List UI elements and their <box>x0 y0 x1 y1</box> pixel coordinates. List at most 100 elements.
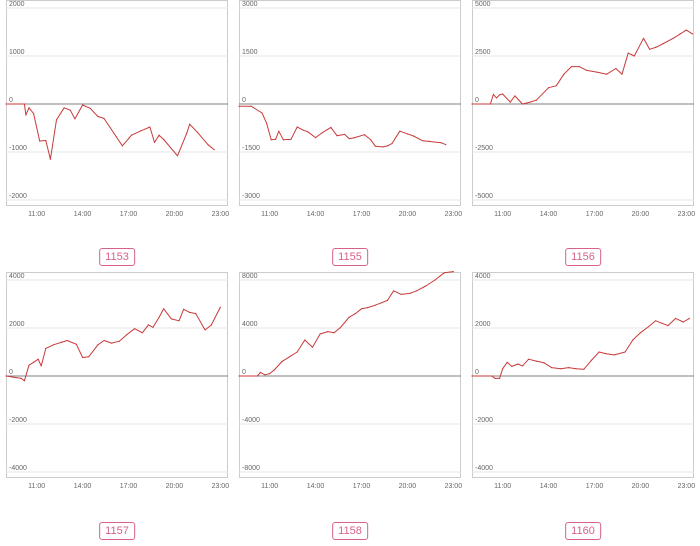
chart-frame <box>239 0 461 206</box>
y-tick-label: -2000 <box>475 417 493 424</box>
data-point <box>183 308 185 310</box>
data-point <box>502 93 504 95</box>
y-tick-label: 2500 <box>475 49 491 56</box>
chart-label-badge: 1158 <box>332 522 368 540</box>
chart-label-badge: 1157 <box>99 522 135 540</box>
data-point <box>238 375 240 377</box>
data-point <box>590 359 592 361</box>
data-point <box>45 139 47 142</box>
data-point <box>336 135 338 137</box>
data-point <box>339 327 341 329</box>
data-point <box>147 324 149 326</box>
data-point <box>82 104 84 106</box>
data-point <box>529 101 531 103</box>
data-point <box>28 364 30 366</box>
data-point <box>296 126 298 128</box>
x-tick-label: 17:00 <box>353 211 371 218</box>
data-point <box>506 361 508 363</box>
data-point <box>75 343 77 345</box>
y-tick-label: 1000 <box>9 49 25 56</box>
x-tick-label: 14:00 <box>74 211 92 218</box>
data-point <box>97 115 99 118</box>
data-point <box>5 375 7 377</box>
data-point <box>642 37 645 39</box>
data-point <box>596 71 599 73</box>
data-point <box>28 107 30 109</box>
data-point <box>140 130 142 132</box>
data-point <box>489 103 491 105</box>
chart-panel-1158: 8000 4000 0 -4000 -8000 11:00 14:00 17:00 20:00 2… <box>238 271 462 498</box>
x-tick-label: 14:00 <box>307 483 325 490</box>
chart-panel-1160: 4000 2000 0 -2000 -4000 11:00 14:00 17:00 20:00 2… <box>471 272 695 498</box>
series-line <box>6 103 215 160</box>
data-point <box>406 133 408 135</box>
data-point <box>20 377 22 379</box>
y-tick-label: -5000 <box>475 193 493 200</box>
data-point <box>624 351 626 353</box>
data-point <box>514 95 516 97</box>
chart-label-badge: 1160 <box>565 522 601 540</box>
data-point <box>563 73 565 75</box>
data-point <box>440 142 442 144</box>
data-point <box>176 155 179 157</box>
chart-frame <box>239 272 461 478</box>
data-point <box>661 322 663 324</box>
x-tick-label: 23:00 <box>445 211 463 218</box>
data-point <box>37 358 39 360</box>
data-point <box>319 333 321 335</box>
data-point <box>163 138 165 141</box>
line-chart: 2000 1000 0 -1000 -2000 11:00 14:00 17:00 20:00 2… <box>5 0 229 218</box>
x-tick-label: 20:00 <box>166 211 184 218</box>
data-point <box>261 112 263 114</box>
data-point <box>270 139 272 141</box>
x-tick-label: 14:00 <box>74 483 92 490</box>
data-point <box>649 48 651 50</box>
data-point <box>158 134 160 136</box>
data-point <box>655 320 657 322</box>
x-tick-label: 17:00 <box>586 211 604 218</box>
chart-panel-1157: 4000 2000 0 -2000 -4000 11:00 14:00 17:00 20:00 2… <box>5 272 230 498</box>
data-point <box>97 344 99 346</box>
data-point <box>149 126 151 128</box>
data-point <box>655 46 657 49</box>
data-point <box>613 354 615 356</box>
data-point <box>491 375 493 377</box>
y-tick-label: 8000 <box>242 273 258 280</box>
y-tick-label: 0 <box>475 97 479 104</box>
y-tick-label: -1000 <box>9 145 27 152</box>
data-point <box>521 103 524 105</box>
data-point <box>74 118 76 120</box>
data-point <box>189 123 191 125</box>
data-point <box>207 144 209 146</box>
chart-frame <box>6 0 228 206</box>
y-tick-label: 4000 <box>9 273 25 280</box>
data-point <box>511 365 513 367</box>
data-point <box>315 137 317 139</box>
data-point <box>682 321 684 323</box>
x-tick-label: 17:00 <box>120 211 138 218</box>
data-point <box>560 368 562 370</box>
y-tick-label: 2000 <box>9 1 25 8</box>
data-point <box>386 299 389 301</box>
data-point <box>141 332 143 334</box>
data-point <box>691 33 694 35</box>
data-point <box>134 328 136 330</box>
chart-frame <box>472 272 694 478</box>
data-point <box>302 129 304 131</box>
data-point <box>399 130 401 132</box>
data-point <box>344 133 346 135</box>
x-tick-label: 20:00 <box>399 483 417 490</box>
data-point <box>543 362 545 364</box>
data-point <box>575 368 577 370</box>
data-point <box>586 69 588 71</box>
data-point <box>374 145 376 147</box>
data-point <box>321 132 323 134</box>
data-point <box>551 367 553 369</box>
line-chart: 3000 1500 0 -1500 -3000 11:00 14:00 17:00 20:00 2… <box>238 0 463 218</box>
data-point <box>528 358 530 360</box>
data-point <box>33 113 35 115</box>
x-tick-label: 23:00 <box>212 483 230 490</box>
data-point <box>259 371 261 373</box>
data-point <box>606 73 608 75</box>
y-tick-label: -8000 <box>242 465 260 472</box>
